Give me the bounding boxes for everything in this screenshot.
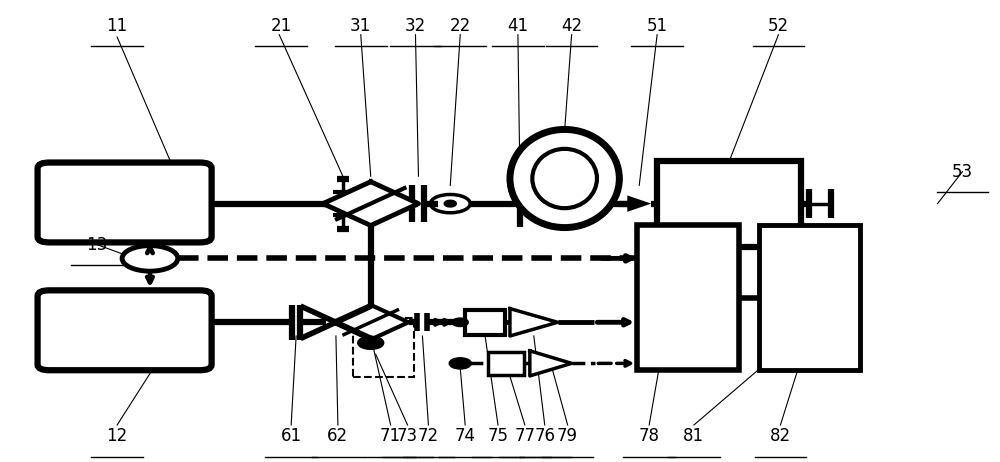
Polygon shape [323, 182, 418, 225]
Text: 32: 32 [405, 17, 426, 35]
Circle shape [450, 359, 470, 368]
Text: 13: 13 [87, 236, 108, 254]
Text: 78: 78 [639, 427, 660, 445]
Text: 21: 21 [271, 17, 292, 35]
Text: 77: 77 [514, 427, 535, 445]
FancyBboxPatch shape [38, 290, 212, 370]
Bar [657, 161, 801, 247]
Bar [637, 225, 739, 370]
Ellipse shape [532, 149, 597, 208]
Text: 71: 71 [380, 427, 401, 445]
Bar [353, 318, 414, 377]
Text: 62: 62 [327, 427, 348, 445]
Text: 61: 61 [281, 427, 302, 445]
Polygon shape [627, 195, 651, 212]
Text: 51: 51 [647, 17, 668, 35]
Polygon shape [510, 309, 558, 336]
Polygon shape [333, 305, 409, 340]
Text: 31: 31 [350, 17, 371, 35]
Text: 52: 52 [768, 17, 789, 35]
Bar [465, 310, 505, 335]
Text: 81: 81 [683, 427, 704, 445]
Text: 22: 22 [450, 17, 471, 35]
Text: 74: 74 [455, 427, 476, 445]
Text: 72: 72 [418, 427, 439, 445]
Bar [759, 225, 860, 370]
Polygon shape [530, 351, 572, 376]
Text: 41: 41 [507, 17, 528, 35]
Text: 12: 12 [107, 427, 128, 445]
FancyBboxPatch shape [38, 163, 212, 243]
Circle shape [453, 319, 467, 326]
Text: 11: 11 [107, 17, 128, 35]
Text: 73: 73 [397, 427, 418, 445]
Circle shape [359, 337, 383, 348]
Circle shape [445, 201, 455, 206]
Text: 42: 42 [561, 17, 582, 35]
Text: 53: 53 [952, 163, 973, 181]
Text: 76: 76 [534, 427, 555, 445]
Text: 75: 75 [488, 427, 509, 445]
Ellipse shape [510, 129, 619, 228]
Text: 82: 82 [770, 427, 791, 445]
Text: 79: 79 [557, 427, 578, 445]
Bar [488, 352, 524, 375]
